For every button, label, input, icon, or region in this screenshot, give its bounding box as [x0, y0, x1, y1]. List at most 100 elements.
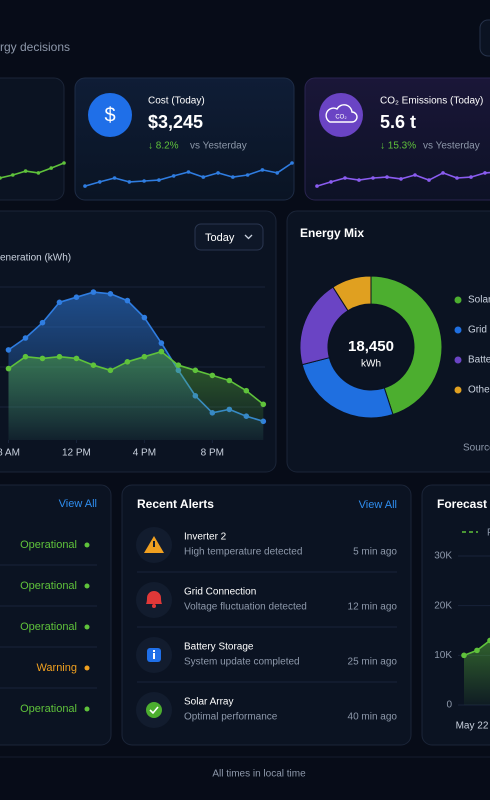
- chart-note: Source: [463, 443, 490, 454]
- chevron: [244, 234, 253, 240]
- point: [175, 362, 182, 369]
- point: [385, 175, 389, 179]
- donut-unit: kWh: [361, 359, 381, 370]
- y-tick-label: 30K: [434, 551, 452, 562]
- status-dot: [84, 624, 90, 630]
- point: [97, 180, 102, 184]
- card-value: $3,245: [148, 112, 203, 132]
- status-dot: [84, 665, 90, 671]
- warning-mark: [153, 541, 155, 547]
- x-tick-label: 12 PM: [62, 448, 91, 459]
- card-change: ↓ 8.2%: [148, 141, 179, 152]
- legend-label: P: [487, 528, 490, 539]
- status-dot: [84, 706, 90, 712]
- donut-slice: [332, 275, 372, 312]
- status-dot: [84, 583, 90, 589]
- legend-label: Solar: [468, 295, 490, 306]
- point: [22, 353, 29, 360]
- status-dot: [84, 542, 90, 548]
- y-tick-label: 10K: [434, 650, 452, 661]
- y-tick-label: 0: [446, 700, 452, 711]
- view-all-link[interactable]: View All: [359, 499, 397, 511]
- point: [201, 175, 206, 179]
- chart-title: eneration (kWh): [0, 253, 71, 264]
- point: [275, 171, 280, 175]
- point: [39, 319, 46, 326]
- point: [73, 294, 80, 301]
- alert-title: Battery Storage: [184, 642, 254, 653]
- point: [315, 184, 319, 188]
- point: [216, 171, 220, 175]
- area: [8, 351, 264, 440]
- card-change: ↓ 15.3%: [380, 141, 416, 152]
- legend-label: Batte: [468, 355, 490, 366]
- legend-label: Grid: [468, 325, 487, 336]
- x-tick-label: 8 PM: [201, 448, 224, 459]
- point: [245, 173, 250, 177]
- footer-note: All times in local time: [212, 769, 306, 780]
- panel: [121, 484, 412, 746]
- panel: [0, 484, 112, 746]
- line: [0, 162, 65, 179]
- card-icon: [319, 93, 363, 137]
- point: [357, 178, 361, 182]
- header-button[interactable]: [479, 19, 490, 57]
- point: [141, 314, 148, 321]
- chart-title: Forecast (: [437, 497, 490, 511]
- point: [112, 176, 117, 180]
- point: [107, 367, 114, 374]
- point: [474, 647, 480, 654]
- card-icon-symbol: $: [104, 104, 115, 126]
- x-tick-label: 8 AM: [0, 448, 20, 459]
- point: [124, 297, 131, 304]
- legend-label: Othe: [468, 385, 490, 396]
- point: [49, 166, 53, 170]
- period-dropdown[interactable]: [194, 223, 264, 251]
- alert-time: 25 min ago: [348, 657, 398, 668]
- x-tick-label: May 22: [456, 721, 489, 732]
- donut-total: 18,450: [348, 338, 394, 355]
- chart-title: Energy Mix: [300, 226, 364, 240]
- card-label: Cost (Today): [148, 96, 205, 107]
- alert-title: Inverter 2: [184, 532, 227, 543]
- view-all-link[interactable]: View All: [59, 498, 97, 510]
- info-mark: [153, 653, 155, 659]
- card-comparison: vs Yesterday: [423, 141, 480, 152]
- point: [469, 175, 473, 179]
- bell-clapper: [152, 604, 156, 608]
- donut-hole: [329, 305, 413, 389]
- card-value: 5.6 t: [380, 112, 416, 132]
- point: [192, 367, 199, 374]
- cloud-icon: [325, 104, 358, 123]
- alert-detail: High temperature detected: [184, 547, 302, 558]
- status-label: Operational: [20, 539, 77, 551]
- status-label: Operational: [20, 621, 77, 633]
- alert-title: Solar Array: [184, 697, 233, 708]
- point: [427, 178, 431, 182]
- status-label: Warning: [36, 662, 77, 674]
- alert-time: 12 min ago: [348, 602, 398, 613]
- point: [56, 353, 63, 360]
- card-icon-symbol: CO₂: [335, 115, 347, 121]
- check-icon: [146, 702, 162, 718]
- legend-swatch: [454, 296, 462, 304]
- legend-swatch: [454, 326, 462, 334]
- point: [158, 340, 165, 346]
- point: [260, 168, 265, 172]
- point: [90, 289, 97, 295]
- point: [127, 180, 132, 184]
- point: [343, 176, 347, 180]
- alert-detail: System update completed: [184, 657, 300, 668]
- alert-time: 5 min ago: [353, 547, 397, 558]
- point: [399, 177, 403, 181]
- alert-icons: [136, 527, 172, 728]
- card-label: CO₂ Emissions (Today): [380, 96, 483, 107]
- point: [5, 347, 12, 353]
- point: [62, 161, 66, 165]
- point: [141, 353, 148, 360]
- point: [36, 171, 41, 175]
- point: [413, 173, 417, 177]
- point: [11, 173, 15, 177]
- point: [83, 184, 87, 188]
- point: [73, 355, 80, 362]
